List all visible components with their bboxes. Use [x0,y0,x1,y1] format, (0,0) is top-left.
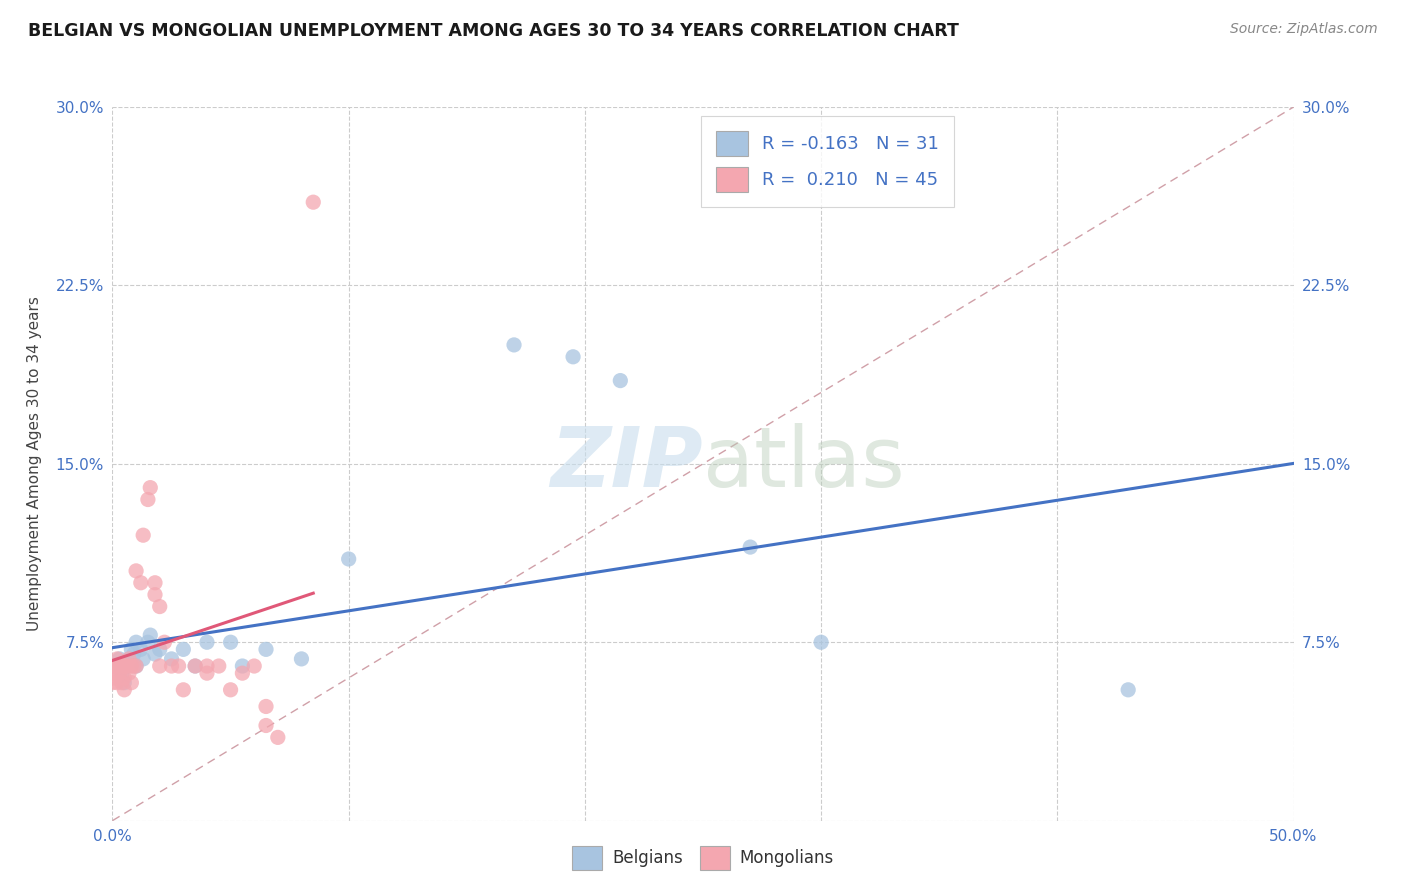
Point [101,675,124,690]
Point [267,731,290,745]
Point [136,635,159,649]
Text: atlas: atlas [703,424,904,504]
Point [231,666,253,681]
Point [609,374,631,388]
Legend: Belgians, Mongolians: Belgians, Mongolians [565,839,841,877]
Point [139,628,162,642]
Point [195,635,218,649]
Point [254,699,277,714]
Point [129,642,152,657]
Point [160,659,183,673]
Point [132,528,155,542]
Point [219,682,242,697]
Point [115,659,138,673]
Point [112,671,135,685]
Point [111,675,134,690]
Point [118,652,141,666]
Point [149,642,172,657]
Point [108,659,131,673]
Point [105,675,128,690]
Point [160,652,183,666]
Point [112,682,135,697]
Point [115,659,138,673]
Point [149,599,172,614]
Point [562,350,585,364]
Point [104,659,127,673]
Point [184,659,207,673]
Point [243,659,266,673]
Point [302,195,325,210]
Point [149,659,172,673]
Point [108,652,131,666]
Point [125,635,148,649]
Point [125,659,148,673]
Point [111,659,134,673]
Point [172,682,194,697]
Point [290,652,312,666]
Point [143,575,166,590]
Point [337,552,360,566]
Point [112,675,135,690]
Text: Source: ZipAtlas.com: Source: ZipAtlas.com [1230,22,1378,37]
Point [231,659,253,673]
Point [112,659,135,673]
Point [101,659,124,673]
Point [136,492,159,507]
Point [195,666,218,681]
Point [139,481,162,495]
Point [120,675,142,690]
Point [125,564,148,578]
Text: ZIP: ZIP [550,424,703,504]
Point [122,647,145,661]
Point [184,659,207,673]
Point [101,666,124,681]
Point [1116,682,1139,697]
Point [143,647,166,661]
Point [254,642,277,657]
Point [167,659,190,673]
Point [105,652,128,666]
Text: BELGIAN VS MONGOLIAN UNEMPLOYMENT AMONG AGES 30 TO 34 YEARS CORRELATION CHART: BELGIAN VS MONGOLIAN UNEMPLOYMENT AMONG … [28,22,959,40]
Point [118,666,141,681]
Y-axis label: Unemployment Among Ages 30 to 34 years: Unemployment Among Ages 30 to 34 years [27,296,42,632]
Point [108,666,131,681]
Point [254,718,277,732]
Point [208,659,231,673]
Point [108,659,131,673]
Point [122,659,145,673]
Point [118,652,141,666]
Point [810,635,832,649]
Point [219,635,242,649]
Point [120,642,142,657]
Point [111,666,134,681]
Point [172,642,194,657]
Point [132,652,155,666]
Point [195,659,218,673]
Point [129,575,152,590]
Point [120,659,142,673]
Point [503,338,526,352]
Point [153,635,176,649]
Point [740,540,762,554]
Point [143,588,166,602]
Point [125,659,148,673]
Point [104,671,127,685]
